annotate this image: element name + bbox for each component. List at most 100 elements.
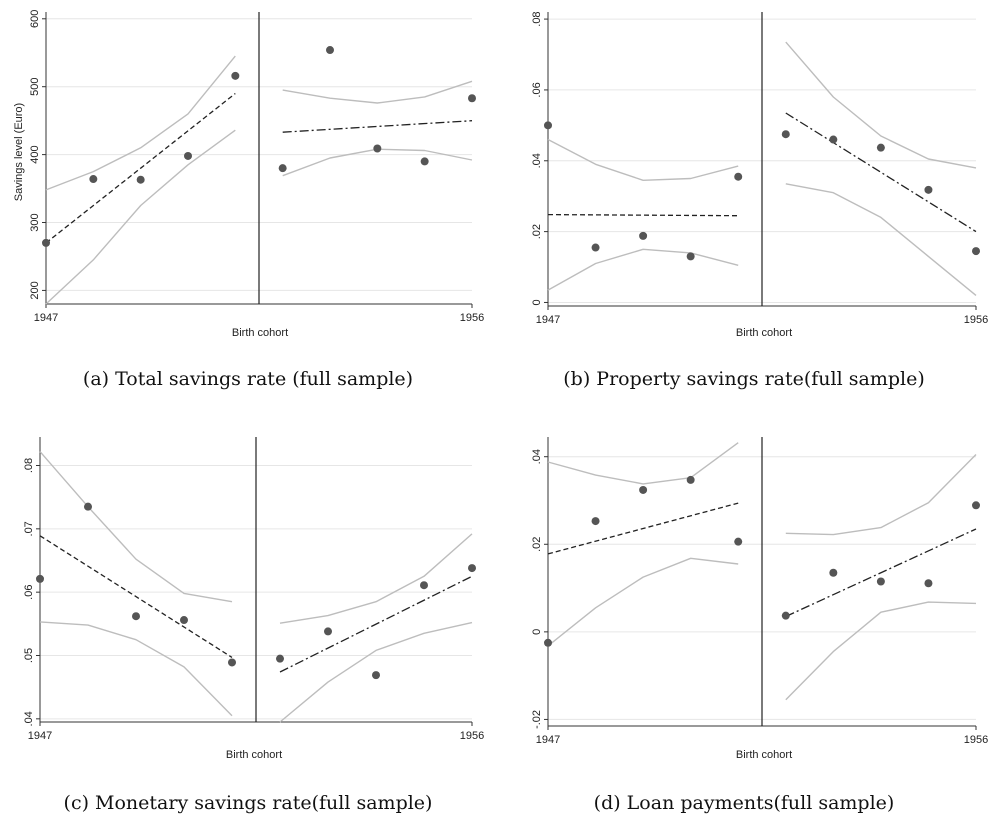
data-point (231, 71, 240, 80)
plot-area: 200 300 400 500 600 1947 1956 (29, 10, 484, 324)
y-tick-label: .04 (531, 449, 543, 464)
y-tick-label: 0 (531, 299, 543, 305)
y-tick-label: 400 (29, 145, 41, 163)
plot-area: -.02 0 .02 .04 1947 1956 (531, 437, 988, 746)
data-point (591, 517, 600, 526)
confidence-band (785, 601, 977, 701)
confidence-band (785, 41, 977, 169)
data-point (876, 577, 885, 586)
confidence-band (39, 451, 233, 603)
data-point (180, 616, 188, 625)
x-tick-label: 1956 (460, 730, 484, 742)
fit-line-right (785, 528, 977, 618)
data-point (781, 611, 790, 620)
x-tick-label: 1947 (536, 314, 560, 326)
y-tick-label: 200 (29, 281, 41, 299)
caption-c: (c) Monetary savings rate(full sample) (63, 792, 433, 814)
confidence-band (785, 183, 977, 296)
y-axis: Savings level (Euro) (13, 103, 25, 201)
data-point (734, 172, 743, 181)
confidence-band (547, 248, 739, 291)
data-point (84, 502, 92, 511)
y-axis-label: Savings level (Euro) (13, 103, 25, 201)
data-point (184, 151, 192, 160)
caption-d: (d) Loan payments(full sample) (593, 792, 895, 814)
y-tick-label: -.02 (531, 710, 543, 729)
fit-line-right (785, 112, 977, 233)
data-point (420, 581, 428, 590)
y-tick-label: 0 (531, 629, 543, 635)
x-tick-label: 1956 (964, 314, 988, 326)
y-tick-label: .08 (23, 458, 35, 473)
plot-area: 0 .02 .04 .06 .08 1947 1956 (531, 11, 988, 326)
caption-b: (b) Property savings rate(full sample) (563, 368, 925, 390)
data-point (373, 144, 382, 153)
x-tick-label: 1956 (964, 734, 988, 746)
data-point (278, 164, 287, 173)
data-point (132, 612, 140, 621)
data-point (829, 568, 838, 577)
data-point (829, 135, 838, 144)
data-point (639, 231, 648, 240)
data-point (420, 157, 429, 166)
confidence-band (547, 442, 739, 485)
fit-line-right (282, 120, 473, 133)
data-point (276, 654, 284, 663)
data-point (89, 175, 98, 184)
y-tick-label: 600 (29, 10, 41, 28)
data-point (972, 247, 980, 256)
y-tick-label: 500 (29, 78, 41, 96)
chart-a: Savings level (Euro) 200 300 400 500 600 1947… (13, 10, 484, 339)
data-point (42, 238, 50, 247)
data-point (686, 475, 695, 484)
data-point (468, 94, 476, 103)
fit-line-left (547, 213, 739, 217)
y-tick-label: .08 (531, 11, 543, 26)
caption-a: (a) Total savings rate (full sample) (82, 368, 414, 390)
data-point (972, 501, 980, 510)
y-tick-label: .05 (23, 648, 35, 663)
x-axis-label: Birth cohort (226, 749, 282, 761)
data-point (544, 121, 552, 130)
confidence-band (282, 148, 473, 177)
data-point (36, 574, 44, 583)
confidence-band (547, 557, 739, 647)
x-tick-label: 1947 (34, 312, 58, 324)
data-point (228, 658, 236, 667)
x-axis-label: Birth cohort (232, 327, 288, 339)
x-tick-label: 1956 (460, 312, 484, 324)
data-point (326, 46, 334, 55)
data-point (324, 627, 332, 636)
data-point (544, 638, 552, 647)
fit-line-left (547, 502, 739, 555)
data-point (734, 537, 743, 546)
data-point (876, 143, 885, 152)
y-tick-label: .02 (531, 537, 543, 552)
confidence-band (785, 454, 977, 536)
data-point (686, 252, 695, 261)
data-point (639, 485, 648, 494)
y-tick-label: .04 (23, 711, 35, 726)
chart-c: .04 .05 .06 .07 .08 1947 1956 Birth cohort (23, 437, 484, 761)
x-tick-label: 1947 (28, 730, 52, 742)
chart-b: 0 .02 .04 .06 .08 1947 1956 Birth cohort (531, 11, 988, 339)
chart-d: -.02 0 .02 .04 1947 1956 Birth cohort (531, 437, 988, 761)
data-point (924, 185, 933, 194)
fit-line-left (45, 92, 236, 244)
data-point (468, 564, 476, 573)
x-axis-label: Birth cohort (736, 749, 792, 761)
y-tick-label: .02 (531, 224, 543, 239)
data-point (372, 671, 380, 680)
y-tick-label: .06 (531, 82, 543, 97)
fit-line-left (39, 535, 233, 658)
confidence-band (39, 621, 233, 717)
confidence-band (279, 533, 473, 624)
plot-area: .04 .05 .06 .07 .08 1947 1956 (23, 437, 484, 742)
data-point (781, 130, 790, 139)
y-tick-label: .04 (531, 153, 543, 168)
data-point (136, 175, 145, 184)
x-tick-label: 1947 (536, 734, 560, 746)
y-tick-label: 300 (29, 213, 41, 231)
data-point (924, 579, 933, 588)
y-tick-label: .06 (23, 585, 35, 600)
